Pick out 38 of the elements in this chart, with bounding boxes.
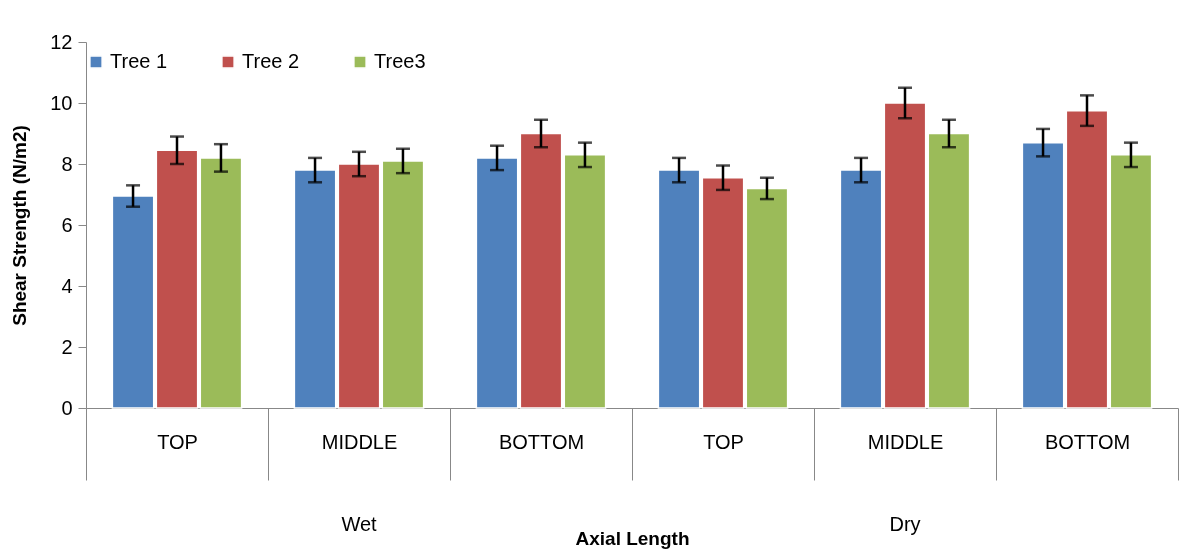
bar [337, 163, 381, 409]
bar [563, 154, 607, 409]
x-tick-label: BOTTOM [1044, 430, 1131, 453]
bar [111, 195, 155, 409]
y-tick-label: 4 [61, 274, 73, 297]
y-axis-title: Shear Strength (N/m2) [9, 125, 31, 326]
text: Wet [341, 513, 378, 535]
bar [927, 132, 971, 409]
bar [883, 102, 927, 409]
y-tick-label: 8 [61, 152, 73, 175]
bar [155, 149, 199, 409]
bar [1021, 141, 1065, 409]
bar [381, 160, 425, 409]
y-tick-label: 10 [50, 91, 73, 114]
bar [1065, 109, 1109, 409]
y-tick-label: 2 [61, 335, 73, 358]
x-tick-label: BOTTOM [498, 430, 585, 453]
legend-label: Tree 1 [110, 50, 168, 72]
x-tick-label: MIDDLE [321, 430, 398, 453]
bar [745, 187, 789, 409]
y-tick-label: 0 [61, 396, 73, 419]
bar [293, 169, 337, 409]
legend-label: Tree3 [374, 50, 426, 72]
bar [1109, 154, 1153, 409]
bar [657, 169, 701, 409]
bar [701, 176, 745, 409]
bar [199, 157, 243, 409]
text: Dry [889, 513, 921, 535]
bar [519, 132, 563, 409]
bar [475, 157, 519, 409]
x-tick-label: TOP [157, 430, 198, 453]
bar [839, 169, 883, 409]
y-tick-label: 12 [50, 30, 73, 53]
y-tick-label: 6 [61, 213, 73, 236]
x-axis-title: Axial Length [575, 527, 690, 549]
x-tick-label: TOP [703, 430, 744, 453]
legend-label: Tree 2 [242, 50, 300, 72]
x-tick-label: MIDDLE [867, 430, 944, 453]
